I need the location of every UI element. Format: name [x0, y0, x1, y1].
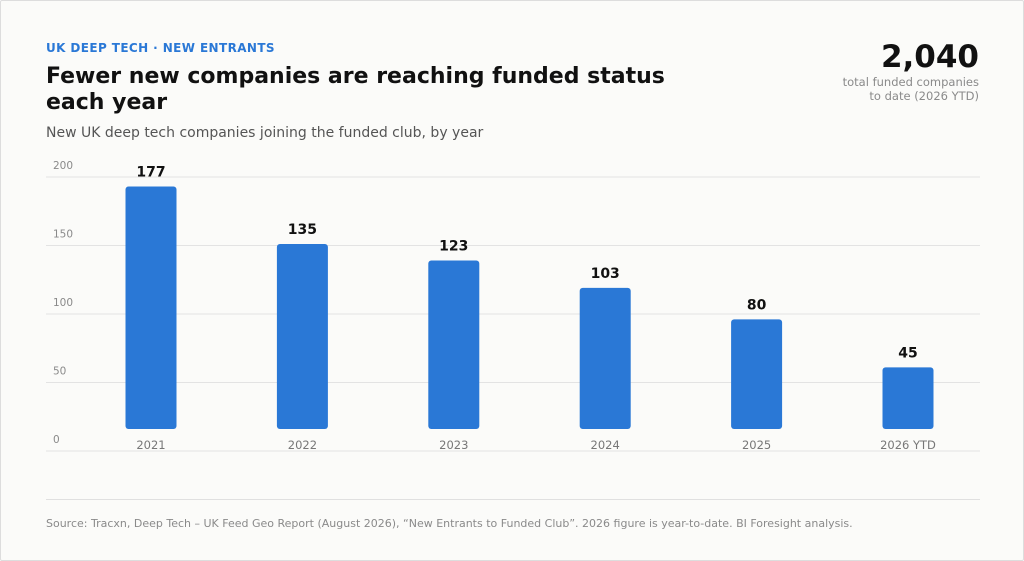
x-tick-label: 2021 [136, 438, 165, 452]
kpi-label: total funded companies to date (2026 YTD… [842, 75, 979, 103]
bar [882, 367, 934, 429]
bar [428, 260, 480, 429]
y-tick-label: 150 [53, 229, 73, 241]
kpi-value: 2,040 [880, 39, 979, 75]
x-tick-label: 2023 [439, 438, 468, 452]
data-label: 103 [591, 266, 620, 282]
y-tick-label: 0 [53, 434, 60, 446]
eyebrow-label: UK DEEP TECH · NEW ENTRANTS [46, 41, 275, 55]
x-tick-label: 2022 [288, 438, 317, 452]
chart-subtitle: New UK deep tech companies joining the f… [46, 125, 484, 141]
y-tick-label: 50 [53, 366, 66, 378]
data-label: 177 [136, 165, 165, 181]
y-tick-label: 200 [53, 160, 73, 172]
data-label: 123 [439, 238, 468, 254]
bar [731, 319, 783, 429]
x-tick-label: 2024 [591, 438, 620, 452]
bar [125, 186, 177, 429]
kpi-block: 2,040 total funded companies to date (20… [829, 39, 979, 103]
x-tick-label: 2026 YTD [880, 438, 936, 452]
y-tick-label: 100 [53, 297, 73, 309]
bar-chart: 0 50 100 150 200 177 2021 135 2022 123 2023 103 2024… [46, 160, 980, 452]
source-note: Source: Tracxn, Deep Tech – UK Feed Geo … [46, 517, 853, 530]
bar [579, 287, 631, 429]
bar [276, 244, 328, 429]
footer-divider [46, 499, 980, 500]
x-tick-label: 2025 [742, 438, 771, 452]
data-label: 45 [898, 345, 917, 361]
data-label: 80 [747, 297, 767, 313]
chart-title: Fewer new companies are reaching funded … [46, 64, 665, 115]
data-label: 135 [288, 222, 317, 238]
